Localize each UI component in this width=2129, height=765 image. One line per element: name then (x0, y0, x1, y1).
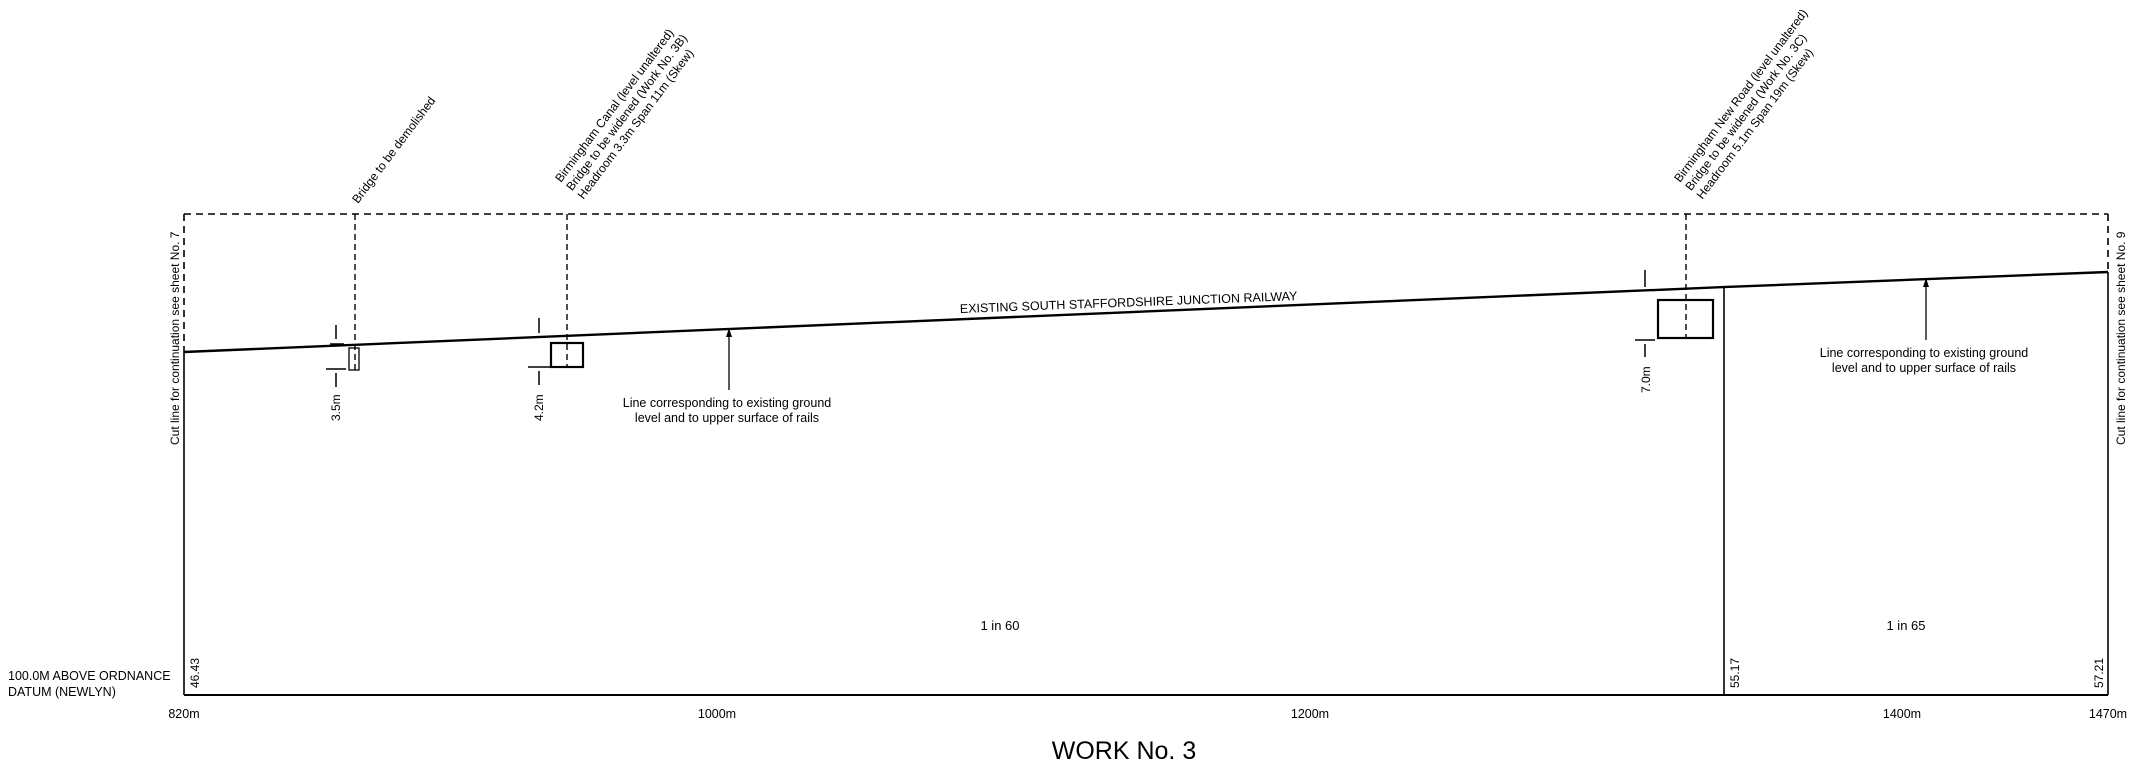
rail-profile-segment (183, 285, 1724, 354)
bridge3-annotation-line2: Bridge to be widened (Work No. 3C) (1682, 31, 1809, 193)
bridge1-headroom-label: 3.5m (329, 394, 343, 421)
ground-arrowhead-left (726, 328, 732, 337)
ground-note-left-line1: Line corresponding to existing ground (623, 396, 832, 410)
chainage-label-1200: 1200m (1291, 707, 1329, 721)
chainage-label-1470: 1470m (2089, 707, 2127, 721)
cut-line-right-label: Cut line for continuation see sheet No. … (2114, 231, 2128, 445)
bridge2-headroom-label: 4.2m (532, 394, 546, 421)
level-label-start: 46.43 (188, 658, 202, 688)
chainage-label-820: 820m (168, 707, 199, 721)
bridge1-structure (348, 347, 360, 371)
ground-note-right-line1: Line corresponding to existing ground (1820, 346, 2029, 360)
rail-profile-segment (1723, 270, 2109, 289)
ground-note-right-line2: level and to upper surface of rails (1832, 361, 2016, 375)
chainage-label-1400: 1400m (1883, 707, 1921, 721)
datum-label-line2: DATUM (NEWLYN) (8, 685, 116, 699)
cut-line-left-label: Cut line for continuation see sheet No. … (168, 231, 182, 445)
level-label-end: 57.21 (2092, 658, 2106, 688)
bridge1-annotation-line1: Bridge to be demolished (349, 94, 438, 206)
ground-arrowhead-right (1923, 278, 1929, 287)
gradient-label-2: 1 in 65 (1886, 618, 1925, 633)
ground-note-left-line2: level and to upper surface of rails (635, 411, 819, 425)
chainage-label-1000: 1000m (698, 707, 736, 721)
bridge3-structure (1656, 298, 1715, 340)
bridge2-annotation-line2: Bridge to be widened (Work No. 3B) (563, 32, 690, 194)
bridge3-headroom-label: 7.0m (1639, 366, 1653, 393)
datum-label-line1: 100.0M ABOVE ORDNANCE (8, 669, 171, 683)
bridge2-structure (549, 341, 585, 369)
drawing-title: WORK No. 3 (1052, 737, 1196, 765)
gradient-label-1: 1 in 60 (980, 618, 1019, 633)
level-label-grade-change: 55.17 (1728, 658, 1742, 688)
bridge3-annotation-line1: Birmingham New Road (level unaltered) (1671, 6, 1810, 184)
